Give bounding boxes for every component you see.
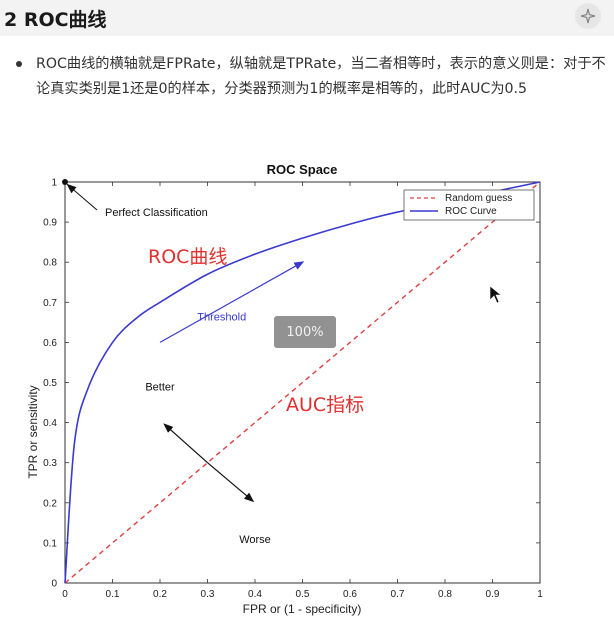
better-annotation: Better	[145, 382, 175, 394]
x-tick-label: 0.5	[296, 589, 310, 600]
x-tick-label: 0.4	[248, 589, 262, 600]
mouse-cursor-icon	[489, 285, 502, 304]
y-axis-label: TPR or sensitivity	[26, 385, 40, 478]
x-tick-label: 0.6	[343, 589, 357, 600]
perfect-classification-point	[62, 179, 68, 185]
y-tick-label: 0.6	[43, 338, 57, 349]
section-heading: 2 ROC曲线	[4, 9, 107, 31]
threshold-arrow	[159, 261, 305, 343]
legend: Random guess ROC Curve	[403, 189, 535, 221]
y-tick-label: 0.7	[43, 298, 57, 309]
y-tick-label: 0.3	[43, 458, 57, 469]
legend-random-label: Random guess	[445, 193, 512, 204]
y-tick-label: 0.2	[43, 498, 57, 509]
y-tick-label: 0.1	[43, 538, 57, 549]
roc-figure: ROC Space FPR or (1 - specificity) TPR o…	[0, 150, 614, 635]
y-tick-label: 0.5	[43, 378, 57, 389]
roc-chart: ROC Space FPR or (1 - specificity) TPR o…	[0, 150, 614, 635]
y-tick-label: 0.4	[43, 418, 57, 429]
x-tick-label: 0	[62, 589, 68, 600]
perfect-classification-label: Perfect Classification	[105, 207, 208, 219]
threshold-annotation: Threshold	[197, 311, 246, 323]
axis-ticks: 0 0.1 0.2 0.3 0.4 0.5 0.6 0.7 0.8 0.9 1 0 0.1 0.2 0.3 0…	[43, 178, 543, 601]
y-tick-label: 0.9	[43, 218, 57, 229]
x-tick-label: 0.8	[438, 589, 452, 600]
sparkle-icon	[580, 8, 596, 24]
auc-overlay-label: AUC指标	[286, 394, 364, 416]
x-axis-label: FPR or (1 - specificity)	[243, 602, 362, 616]
x-tick-label: 0.7	[391, 589, 405, 600]
y-tick-label: 0.8	[43, 258, 57, 269]
chart-title: ROC Space	[267, 162, 338, 177]
worse-arrow	[207, 462, 255, 503]
paragraph-text: ROC曲线的横轴就是FPRate，纵轴就是TPRate，当二者相等时，表示的意义…	[36, 56, 606, 97]
perfect-classification-arrow	[66, 183, 98, 211]
ai-assist-button[interactable]	[575, 3, 601, 29]
x-tick-label: 0.2	[153, 589, 167, 600]
zoom-badge: 100%	[274, 316, 336, 348]
x-tick-label: 0.3	[201, 589, 215, 600]
annotations-layer: Perfect Classification Threshold Better Wor…	[62, 179, 305, 546]
worse-annotation: Worse	[239, 534, 271, 546]
heading-bar	[0, 0, 614, 36]
roc-overlay-label: ROC曲线	[148, 246, 227, 268]
y-tick-label: 0	[51, 579, 57, 590]
bullet-dot	[16, 61, 22, 67]
legend-roc-label: ROC Curve	[445, 206, 497, 217]
random-guess-line	[64, 181, 541, 584]
x-tick-label: 0.1	[106, 589, 120, 600]
y-tick-label: 1	[51, 178, 57, 189]
x-tick-label: 1	[537, 589, 543, 600]
better-arrow	[163, 423, 208, 464]
x-tick-label: 0.9	[486, 589, 500, 600]
